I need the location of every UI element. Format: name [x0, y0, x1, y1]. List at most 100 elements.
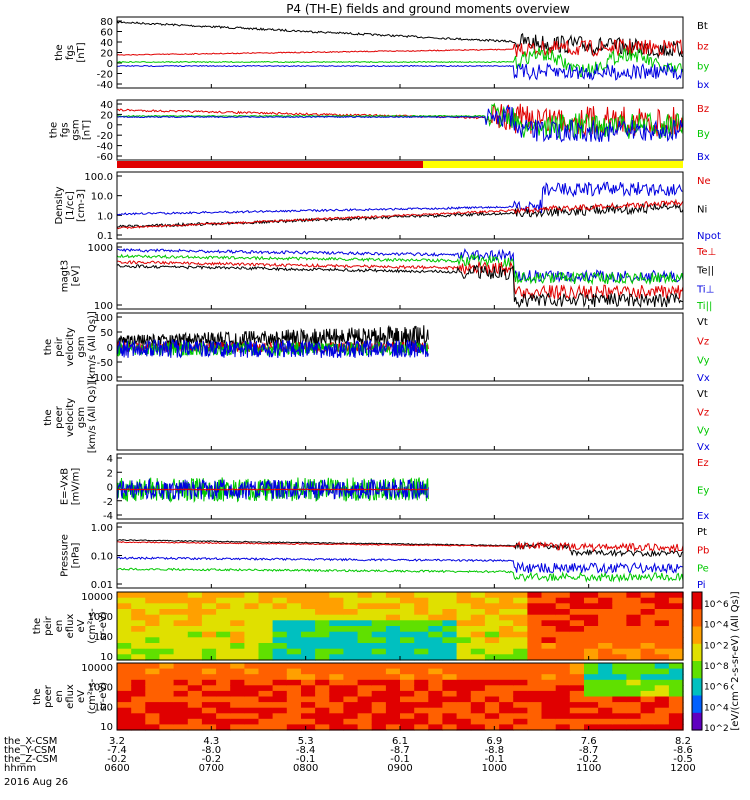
spectrogram-cell	[400, 668, 415, 675]
legend-label: Vt	[697, 317, 708, 328]
y-tick-label: -4	[103, 511, 113, 522]
spectrogram-cell	[187, 614, 203, 621]
orbit-value: -8.0	[202, 745, 222, 756]
spectrogram-cell	[343, 592, 359, 599]
spectrogram-cell	[428, 674, 444, 681]
spectrogram-cell	[612, 685, 628, 692]
spectrogram-cell	[442, 654, 458, 661]
spectrogram-cell	[301, 637, 316, 644]
spectrogram-cell	[428, 603, 444, 610]
y-tick-label: 0	[107, 483, 113, 494]
spectrogram-cell	[470, 724, 486, 731]
colorbar-segment	[692, 626, 702, 645]
spectrogram-cell	[612, 696, 628, 703]
spectrogram-cell	[301, 713, 316, 720]
spectrogram-cell	[598, 702, 613, 709]
spectrogram-cell	[343, 603, 359, 610]
spectrogram-cell	[187, 631, 203, 638]
spectrogram-cell	[527, 707, 543, 714]
spectrogram-cell	[301, 663, 316, 670]
spectrogram-cell	[400, 609, 415, 616]
orbit-value: -0.2	[579, 754, 599, 765]
spectrogram-cell	[569, 702, 585, 709]
spectrogram-cell	[654, 707, 670, 714]
spectrogram-cell	[187, 648, 203, 655]
spectrogram-cell	[159, 637, 175, 644]
spectrogram-cell	[357, 631, 373, 638]
spectrogram-cell	[598, 597, 613, 604]
spectrogram-cell	[244, 637, 260, 644]
spectrogram-cell	[484, 592, 500, 599]
spectrogram-cell	[527, 648, 543, 655]
spectrogram-cell	[357, 718, 373, 725]
spectrogram-cell	[626, 597, 642, 604]
spectrogram-cell	[513, 626, 528, 633]
spectrogram-cell	[555, 713, 571, 720]
spectrogram-cell	[442, 626, 458, 633]
spectrogram-cell	[400, 707, 415, 714]
spectrogram-cell	[499, 597, 514, 604]
spectrogram-cell	[470, 626, 486, 633]
spectrogram-cell	[357, 724, 373, 731]
spectrogram-cell	[343, 685, 359, 692]
spectrogram-cell	[371, 663, 387, 670]
spectrogram-cell	[131, 724, 146, 731]
spectrogram-cell	[668, 597, 684, 604]
spectrogram-cell	[456, 631, 472, 638]
y-tick-label: -50	[97, 358, 113, 369]
spectrogram-cell	[414, 597, 429, 604]
colorbar-segment	[692, 678, 702, 697]
y-tick-label: 20	[100, 49, 113, 60]
spectrogram-cell	[159, 648, 175, 655]
spectrogram-cell	[343, 631, 359, 638]
spectrogram-cell	[442, 690, 458, 698]
spectrogram-cell	[484, 631, 500, 638]
spectrogram-cell	[456, 592, 472, 599]
plot-title: P4 (TH-E) fields and ground moments over…	[286, 2, 570, 16]
spectrogram-cell	[343, 707, 359, 714]
spectrogram-cell	[258, 685, 274, 692]
spectrogram-cell	[584, 626, 599, 633]
spectrogram-cell	[343, 648, 359, 655]
spectrogram-cell	[626, 631, 642, 638]
spectrogram-cell	[598, 620, 613, 627]
spectrogram-cell	[159, 713, 175, 720]
spectrogram-cell	[258, 668, 274, 675]
orbit-value: 6.1	[392, 736, 408, 747]
spectrogram-cell	[244, 690, 260, 698]
spectrogram-cell	[654, 631, 670, 638]
spectrogram-cell	[230, 609, 245, 616]
spectrogram-cell	[131, 637, 146, 644]
spectrogram-cell	[187, 679, 203, 686]
spectrogram-cell	[301, 654, 316, 661]
spectrogram-cell	[654, 685, 670, 692]
spectrogram-cell	[201, 597, 217, 604]
spectrogram-cell	[470, 609, 486, 616]
spectrogram-cell	[414, 643, 429, 650]
spectrogram-cell	[117, 707, 132, 714]
spectrogram-cell	[371, 724, 387, 731]
spectrogram-cell	[428, 679, 444, 686]
spectrogram-cell	[117, 696, 132, 703]
y-tick-label: 10000	[81, 592, 113, 603]
orbit-value: 1100	[576, 763, 601, 774]
spectrogram-cell	[244, 597, 260, 604]
spectrogram-cell	[499, 718, 514, 725]
spectrogram-cell	[357, 609, 373, 616]
spectrogram-cell	[131, 597, 146, 604]
spectrogram-cell	[145, 637, 161, 644]
spectrogram-cell	[555, 663, 571, 670]
spectrogram-cell	[513, 663, 528, 670]
spectrogram-cell	[612, 702, 628, 709]
spectrogram-cell	[527, 626, 543, 633]
spectrogram-cell	[414, 724, 429, 731]
series-by	[116, 47, 684, 78]
spectrogram-cell	[173, 713, 189, 720]
spectrogram-cell	[286, 713, 302, 720]
spectrogram-cell	[201, 707, 217, 714]
spectrogram-cell	[456, 643, 472, 650]
spectrogram-cell	[258, 614, 274, 621]
spectrogram-cell	[654, 679, 670, 686]
spectrogram-cell	[598, 614, 613, 621]
spectrogram-cell	[584, 674, 599, 681]
